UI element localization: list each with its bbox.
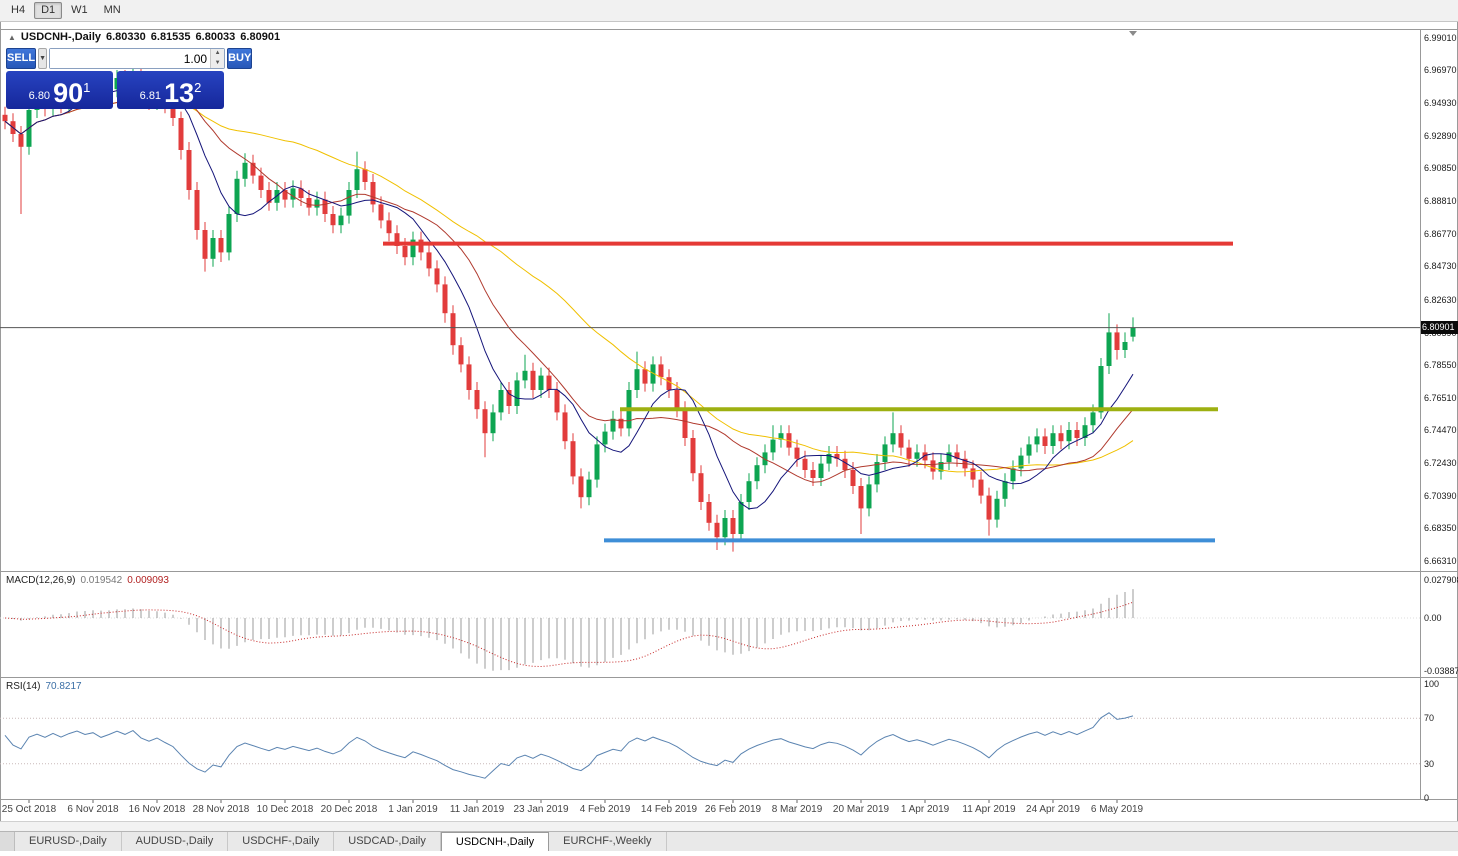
symbol-tab-usdcad-daily[interactable]: USDCAD-,Daily [334,832,441,851]
ohlc-high: 6.81535 [150,31,191,43]
ask-price-box[interactable]: 6.81 13 2 [117,71,224,109]
macd-signal-line [4,601,1134,668]
rsi-name: RSI(14) [6,681,41,692]
symbol-tab-usdchf-daily[interactable]: USDCHF-,Daily [228,832,335,851]
ask-price-sup: 2 [194,80,202,95]
chart-title: ▲ USDCNH-,Daily 6.80330 6.81535 6.80033 6.809… [8,31,285,43]
chart-shift-marker-icon[interactable] [1129,31,1137,36]
macd-indicator-label: MACD(12,26,9) 0.019542 0.009093 [6,575,169,586]
symbol-tab-usdcnh-daily[interactable]: USDCNH-,Daily [440,832,550,851]
timeframe-toolbar: H4 D1 W1 MN [0,0,1458,22]
spinner-down-icon[interactable]: ▼ [211,58,225,68]
sell-button[interactable]: SELL [6,48,37,69]
bid-price-prefix: 6.80 [28,90,51,102]
volume-field-wrap: ▲ ▼ [49,48,226,69]
bid-price-big: 90 [53,78,84,108]
rsi-value: 70.8217 [45,681,82,692]
ask-price-big: 13 [164,78,195,108]
ask-price-prefix: 6.81 [139,90,162,102]
symbol-tab-eurusd-daily[interactable]: EURUSD-,Daily [15,832,122,851]
timeframe-button-h4[interactable]: H4 [11,4,26,16]
timeframe-button-w1[interactable]: W1 [71,4,88,16]
bid-price-sup: 1 [83,80,91,95]
bottom-scroll-strip[interactable] [0,821,1458,832]
spinner-up-icon[interactable]: ▲ [211,49,225,59]
ohlc-close: 6.80901 [240,31,281,43]
ohlc-open: 6.80330 [106,31,146,43]
volume-spinner: ▲ ▼ [210,49,225,68]
volume-dropdown-icon[interactable]: ▼ [38,48,48,69]
symbol-tab-audusd-daily[interactable]: AUDUSD-,Daily [122,832,229,851]
one-click-trading-panel: SELL ▼ ▲ ▼ BUY 6.80 90 1 6.81 13 2 [6,48,253,109]
date-axis-ticks [28,800,1118,803]
collapse-trade-panel-icon[interactable]: ▲ [8,33,16,42]
ohlc-low: 6.80033 [195,31,236,43]
timeframe-button-d1[interactable]: D1 [34,2,63,19]
ma-fast-line[interactable] [4,85,1134,510]
buy-button[interactable]: BUY [227,48,253,69]
macd-histogram [12,589,1134,671]
macd-value-main: 0.019542 [80,575,123,586]
chart-tab-bar: EURUSD-,Daily AUDUSD-,Daily USDCHF-,Daily U… [0,831,1458,851]
timeframe-button-mn[interactable]: MN [103,4,121,16]
symbol-period-label: USDCNH-,Daily [20,31,101,43]
rsi-indicator-label: RSI(14) 70.8217 [6,681,82,692]
macd-value-signal: 0.009093 [127,575,169,586]
volume-input[interactable] [50,49,211,68]
macd-name: MACD(12,26,9) [6,575,76,586]
ma-mid-line[interactable] [4,91,1134,483]
bid-price-box[interactable]: 6.80 90 1 [6,71,113,109]
symbol-tab-eurchf-weekly[interactable]: EURCHF-,Weekly [549,832,667,851]
ma-slow-line[interactable] [4,98,1134,473]
current-price-badge: 6.80901 [1421,321,1458,334]
tab-list-button[interactable] [0,832,15,851]
rsi-line [4,712,1134,779]
